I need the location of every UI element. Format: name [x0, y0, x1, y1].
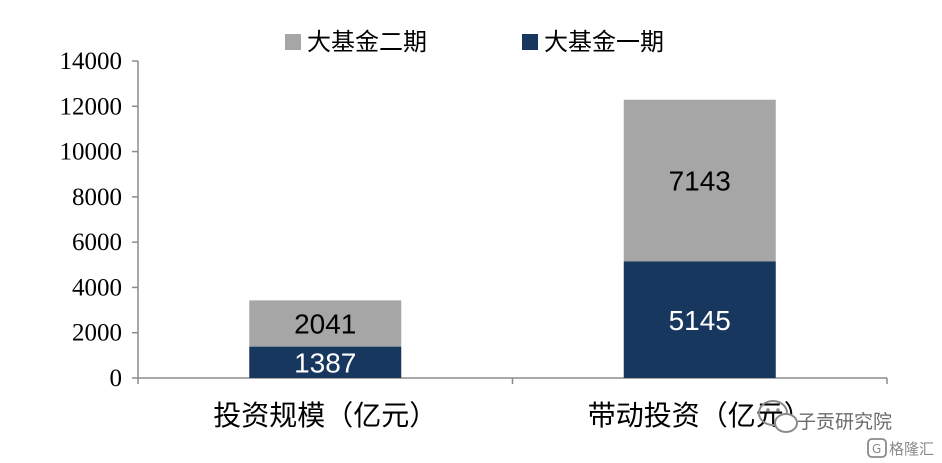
bars: 1387 2041 5145 7143 — [249, 99, 776, 378]
x-category-label: 投资规模（亿元） — [213, 399, 437, 432]
brand-logo-icon: G — [867, 438, 887, 458]
y-tick-label: 4000 — [72, 274, 122, 301]
data-label: 2041 — [294, 308, 356, 339]
data-label: 7143 — [669, 166, 731, 197]
legend-swatch — [522, 34, 538, 50]
y-tick-label: 8000 — [72, 184, 122, 211]
brand-text: 格隆汇 — [889, 440, 934, 458]
y-tick-label: 6000 — [72, 229, 122, 256]
legend-label: 大基金二期 — [307, 28, 427, 56]
legend-swatch — [285, 34, 301, 50]
watermark-text: 子贡研究院 — [797, 411, 892, 433]
y-tick-label: 10000 — [60, 139, 123, 166]
y-tick-label: 14000 — [60, 48, 123, 75]
bar-segment — [623, 261, 776, 378]
svg-text:G: G — [872, 442, 881, 456]
x-category-label: 带动投资（亿元） — [588, 399, 812, 432]
data-label: 5145 — [669, 305, 731, 336]
legend: 大基金二期 大基金一期 — [285, 28, 664, 56]
wechat-icon — [758, 400, 798, 433]
bar-segment — [623, 99, 776, 262]
y-tick-label: 2000 — [72, 320, 122, 347]
watermark: 子贡研究院 G 格隆汇 — [758, 400, 934, 458]
y-tick-label: 0 — [110, 365, 123, 392]
legend-label: 大基金一期 — [544, 28, 664, 56]
y-axis: 0 2000 4000 6000 8000 10000 12000 14000 — [60, 48, 139, 392]
data-label: 1387 — [294, 347, 356, 378]
bar-segment — [249, 346, 402, 378]
bar-segment — [249, 300, 402, 347]
y-tick-label: 12000 — [60, 93, 123, 120]
